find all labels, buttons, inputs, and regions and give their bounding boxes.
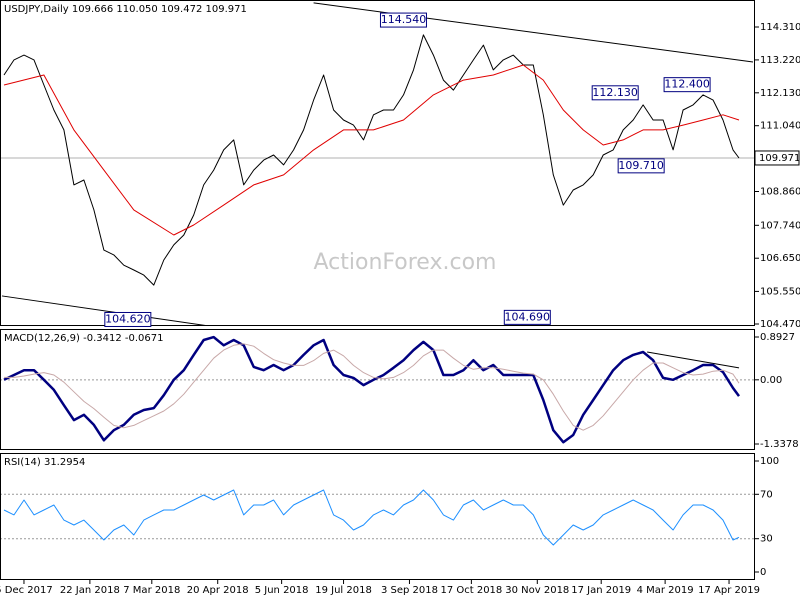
series-line (4, 343, 740, 431)
x-tick-label: 20 Apr 2018 (187, 585, 249, 596)
x-tick-label: 22 Jan 2018 (60, 585, 120, 596)
price-annotation: 104.690 (505, 310, 551, 323)
y-tick-label: 100 (760, 456, 779, 467)
panel-title: USDJPY,Daily 109.666 110.050 109.472 109… (4, 4, 247, 15)
trendline (1, 295, 210, 326)
y-tick-label: 107.740 (760, 220, 800, 231)
y-tick-label: 70 (760, 489, 773, 500)
series-line (3, 64, 740, 236)
y-tick-label: 0 (760, 567, 766, 578)
series-line (3, 335, 741, 444)
last-price-box (754, 150, 800, 166)
y-tick-label: 114.310 (760, 22, 800, 33)
series-line (3, 34, 740, 286)
x-tick-label: 30 Nov 2018 (505, 585, 569, 596)
panel-frame (0, 453, 755, 580)
panel-title: MACD(12,26,9) -0.3412 -0.0671 (4, 333, 164, 344)
y-tick-label: 112.130 (760, 88, 800, 99)
price-annotation: 112.130 (592, 86, 638, 99)
x-tick-label: 17 Apr 2019 (698, 585, 760, 596)
price-annotation: 112.400 (664, 78, 710, 91)
y-tick-label: 30 (760, 534, 773, 545)
y-tick-label: -1.3378 (760, 439, 799, 450)
price-annotation-box (617, 158, 665, 174)
x-tick-label: 5 Dec 2017 (0, 585, 53, 596)
y-tick-label: 0.8927 (760, 332, 795, 343)
x-tick-label: 19 Jul 2018 (315, 585, 372, 596)
series-line (3, 489, 740, 546)
watermark: ActionForex.com (314, 250, 497, 275)
x-tick-label: 17 Jan 2019 (571, 585, 631, 596)
x-tick-label: 4 Mar 2019 (637, 585, 694, 596)
y-tick-label: 111.040 (760, 121, 800, 132)
price-annotation: 104.620 (105, 312, 151, 325)
y-tick-label: 113.220 (760, 55, 800, 66)
x-tick-label: 7 Mar 2018 (123, 585, 180, 596)
price-annotation-box (503, 309, 551, 325)
panel-title: RSI(14) 31.2954 (4, 457, 85, 468)
panel (0, 489, 755, 546)
price-annotation-box (663, 77, 711, 93)
last-price-label: 109.971 (759, 153, 800, 164)
y-tick-label: 108.860 (760, 187, 800, 198)
y-tick-label: 0.00 (760, 375, 782, 386)
panel-frame (0, 329, 755, 450)
price-annotation-box (591, 85, 639, 101)
price-annotation-box (379, 12, 427, 28)
x-tick-label: 5 Jun 2018 (255, 585, 309, 596)
price-annotation: 114.540 (381, 13, 427, 26)
price-annotation: 109.710 (618, 159, 664, 172)
y-tick-label: 104.470 (760, 319, 800, 330)
x-tick-label: 17 Oct 2018 (440, 585, 502, 596)
panel (0, 335, 755, 444)
trendline (647, 351, 740, 369)
y-tick-label: 105.550 (760, 286, 800, 297)
x-tick-label: 3 Sep 2018 (381, 585, 438, 596)
price-annotation-box (104, 311, 152, 327)
y-tick-label: 106.650 (760, 253, 800, 264)
